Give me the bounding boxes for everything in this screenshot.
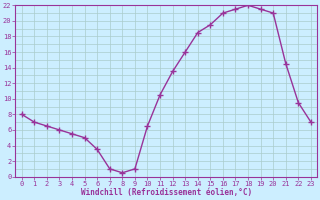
X-axis label: Windchill (Refroidissement éolien,°C): Windchill (Refroidissement éolien,°C): [81, 188, 252, 197]
